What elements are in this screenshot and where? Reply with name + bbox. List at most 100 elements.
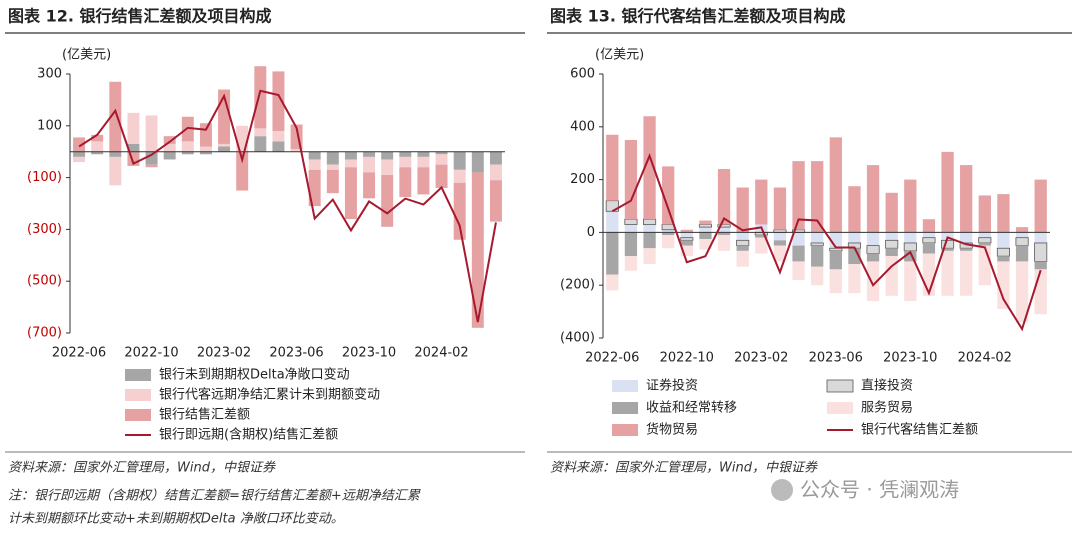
bar [218, 89, 231, 144]
bar [643, 224, 656, 233]
x-tick-label: 2022-10 [660, 351, 714, 366]
bar [254, 128, 267, 137]
bar [163, 151, 176, 160]
bar [662, 232, 675, 236]
bar [254, 66, 267, 129]
bar [773, 232, 787, 241]
legend-label: 银行代客结售汇差额 [861, 422, 978, 438]
bar [978, 237, 992, 244]
bar [1034, 261, 1047, 270]
bar [643, 218, 657, 225]
x-tick-label: 2023-02 [734, 351, 788, 366]
bar [848, 186, 861, 233]
bar [218, 143, 231, 147]
bar [922, 232, 936, 238]
watermark-icon [771, 479, 793, 501]
bar [435, 164, 448, 188]
bar [773, 245, 787, 262]
chart-title: 图表 13. 银行代客结售汇差额及项目构成 [550, 7, 846, 26]
bar [1015, 261, 1029, 323]
legend-swatch [612, 424, 638, 436]
bar [606, 211, 619, 233]
bar [344, 159, 357, 168]
legend-swatch [827, 402, 853, 414]
bar [73, 156, 86, 163]
bar [922, 242, 936, 254]
bar [489, 180, 502, 222]
bar [399, 156, 412, 168]
bar [997, 232, 1010, 249]
bar [829, 269, 842, 294]
bar [978, 245, 991, 286]
bar [662, 166, 675, 225]
bar [996, 247, 1010, 257]
bar [272, 71, 285, 131]
bar [606, 274, 619, 291]
bar [736, 245, 749, 251]
note: 注：银行即远期（含期权）结售汇差额=银行结售汇差额+远期净结汇累 [8, 488, 421, 504]
legend-swatch [612, 380, 638, 392]
bar [960, 232, 973, 243]
bar [1034, 269, 1047, 315]
bar [662, 229, 675, 233]
x-tick-label: 2022-06 [52, 346, 106, 361]
y-tick-label: 100 [37, 118, 62, 133]
line [611, 153, 1042, 332]
x-tick-label: 2024-02 [958, 351, 1012, 366]
bar [736, 187, 749, 233]
bar [885, 239, 899, 249]
legend-swatch [125, 409, 151, 421]
bar [1034, 232, 1047, 243]
bar [997, 261, 1010, 309]
bar [792, 261, 805, 280]
legend-label: 服务贸易 [861, 400, 913, 416]
legend-label: 直接投资 [861, 378, 913, 394]
y-tick-label: (100) [27, 170, 62, 185]
bar [272, 130, 285, 142]
bar [489, 151, 502, 165]
bar [91, 141, 104, 152]
bar [903, 242, 917, 252]
bar [680, 240, 693, 246]
watermark: 公众号 · 凭澜观涛 [800, 478, 959, 502]
bar [810, 242, 824, 247]
bar [717, 227, 731, 233]
bar [381, 151, 394, 160]
bar [290, 149, 303, 152]
bar [885, 192, 898, 233]
x-tick-label: 2022-10 [124, 346, 178, 361]
bar [624, 232, 638, 257]
bar [1034, 179, 1047, 233]
legend-label: 货物贸易 [646, 422, 698, 438]
bar [960, 248, 973, 251]
bar [829, 250, 842, 270]
legend-label: 银行即远期(含期权)结售汇差额 [159, 427, 338, 443]
bar [680, 229, 693, 233]
bar [829, 247, 843, 252]
bar [811, 266, 824, 286]
bar [199, 146, 212, 152]
bar [73, 151, 86, 157]
source: 资料来源：国家外汇管理局，Wind，中银证券 [8, 460, 276, 476]
bar [680, 245, 693, 257]
y-tick-label: 300 [37, 67, 62, 82]
bar [904, 232, 917, 243]
bar [1015, 227, 1029, 233]
bar [163, 143, 176, 152]
bar [978, 195, 991, 233]
x-tick-label: 2023-10 [342, 346, 396, 361]
bar [960, 250, 973, 296]
bar [363, 172, 376, 199]
bar [848, 264, 861, 294]
bar [699, 232, 712, 239]
bar [941, 250, 954, 296]
bar [199, 151, 212, 155]
bar [145, 164, 158, 168]
bar [904, 261, 917, 302]
bar [866, 165, 880, 233]
bar [680, 232, 693, 238]
legend-label: 银行未到期期权Delta净敞口变动 [159, 367, 350, 383]
bar [792, 161, 805, 230]
y-tick-label: (200) [560, 278, 595, 293]
legend-swatch [612, 402, 638, 414]
